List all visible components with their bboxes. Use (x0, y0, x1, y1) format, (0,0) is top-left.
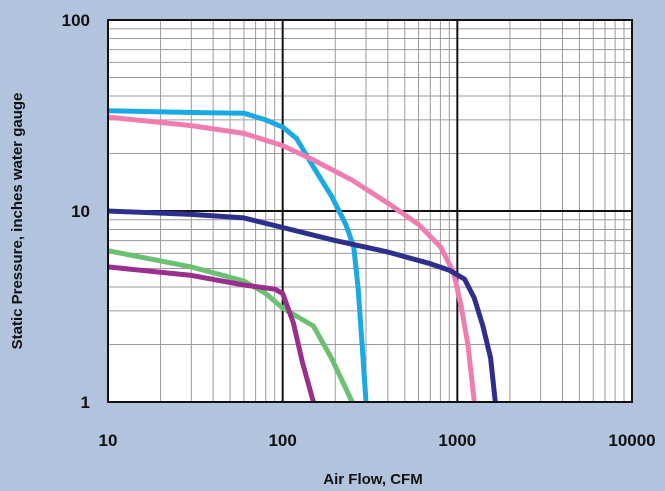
series-line-purple (107, 264, 316, 403)
x-tick-label: 10000 (608, 431, 655, 450)
series-layer (107, 108, 498, 404)
series-line-green (107, 248, 355, 404)
series-line-cyan (107, 108, 369, 403)
series-line-pink (107, 114, 477, 403)
x-axis-title: Air Flow, CFM (323, 471, 422, 488)
x-tick-label: 1000 (438, 431, 476, 450)
y-tick-label: 10 (71, 202, 90, 221)
series-line-navy (107, 208, 498, 403)
y-axis-title: Static Pressure, inches water gauge (9, 93, 26, 350)
y-tick-label: 1 (81, 393, 90, 412)
x-tick-labels: 10 100 1000 10000 (99, 431, 656, 450)
plot-frame (107, 19, 633, 403)
y-tick-labels: 1 10 100 (62, 11, 90, 412)
x-tick-label: 10 (99, 431, 118, 450)
x-tick-label: 100 (268, 431, 296, 450)
y-tick-label: 100 (62, 11, 90, 30)
